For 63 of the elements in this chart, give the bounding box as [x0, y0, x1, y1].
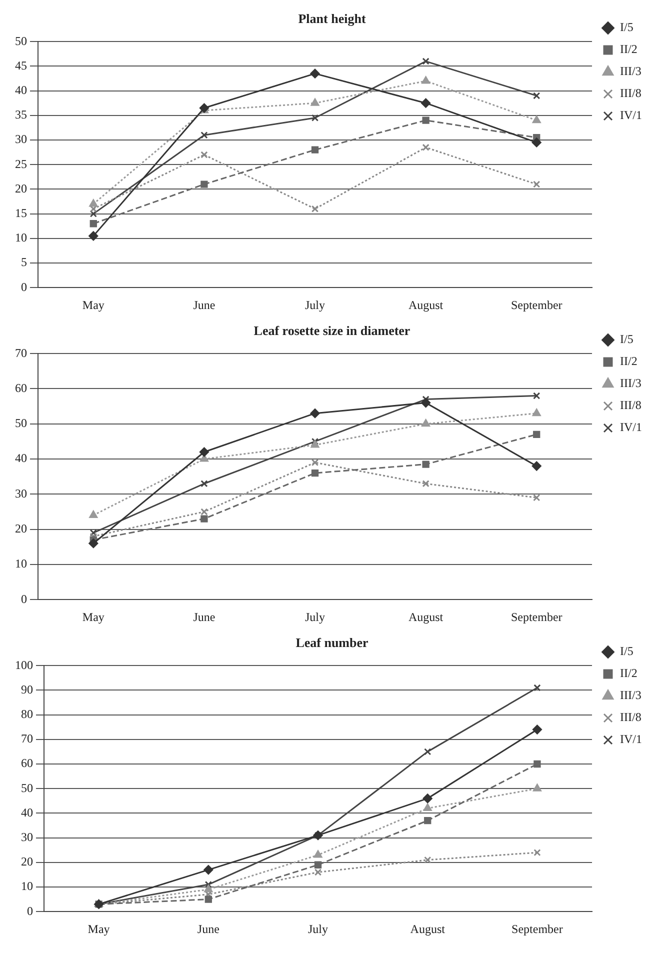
y-tick-label: 60	[21, 756, 33, 770]
chart-title: Leaf rosette size in diameter	[254, 323, 410, 338]
legend-label: III/3	[620, 688, 642, 702]
chart-title: Leaf number	[296, 635, 369, 650]
y-tick-label: 30	[15, 132, 27, 146]
y-tick-label: 40	[21, 805, 33, 820]
y-tick-label: 60	[15, 380, 27, 395]
y-tick-label: 40	[15, 451, 27, 466]
x-tick-label: August	[408, 298, 444, 312]
legend-label: III/3	[620, 64, 642, 78]
y-tick-label: 5	[21, 255, 27, 270]
x-tick-label: July	[308, 922, 328, 936]
y-tick-label: 15	[15, 206, 27, 220]
y-tick-label: 90	[21, 682, 33, 696]
y-tick-label: 20	[15, 181, 27, 196]
x-tick-label: September	[510, 298, 562, 312]
y-tick-label: 35	[15, 108, 27, 122]
x-tick-label: June	[193, 298, 216, 312]
legend-label: II/2	[620, 666, 638, 680]
x-tick-label: July	[304, 610, 326, 624]
legend-label: I/5	[620, 20, 634, 34]
y-tick-label: 45	[15, 58, 27, 72]
y-tick-label: 70	[21, 732, 33, 746]
y-tick-label: 10	[15, 556, 27, 571]
legend-label: IV/1	[620, 108, 642, 122]
y-tick-label: 30	[21, 830, 33, 844]
legend-label: II/2	[620, 42, 638, 56]
y-tick-label: 10	[15, 230, 27, 245]
legend-label: I/5	[620, 644, 634, 658]
y-tick-label: 10	[21, 879, 33, 894]
x-tick-label: August	[410, 922, 446, 936]
y-tick-label: 40	[15, 82, 27, 97]
x-tick-label: June	[197, 922, 220, 936]
y-tick-label: 20	[21, 854, 33, 869]
y-tick-label: 25	[15, 156, 27, 171]
legend-label: II/2	[620, 354, 638, 368]
x-tick-label: August	[408, 610, 444, 624]
x-tick-label: May	[82, 610, 104, 624]
x-tick-label: September	[512, 922, 563, 936]
y-tick-label: 100	[15, 658, 33, 672]
x-tick-label: September	[510, 610, 562, 624]
legend-label: I/5	[620, 332, 634, 346]
legend-label: IV/1	[620, 420, 642, 434]
y-tick-label: 30	[15, 486, 27, 500]
y-tick-label: 70	[15, 346, 27, 360]
legend-label: III/3	[620, 376, 642, 390]
legend-label: III/8	[620, 398, 642, 412]
y-tick-label: 50	[15, 34, 27, 48]
y-tick-label: 0	[21, 280, 27, 294]
y-tick-label: 50	[15, 416, 27, 430]
legend-label: III/8	[620, 710, 642, 724]
y-tick-label: 80	[21, 706, 33, 721]
x-tick-label: May	[82, 298, 104, 312]
legend-label: IV/1	[620, 732, 642, 746]
legend-label: III/8	[620, 86, 642, 100]
x-tick-label: July	[304, 298, 326, 312]
y-tick-label: 0	[27, 904, 33, 918]
chart-title: Plant height	[298, 11, 366, 26]
x-tick-label: May	[88, 922, 110, 936]
y-tick-label: 20	[15, 521, 27, 536]
y-tick-label: 50	[21, 780, 33, 795]
y-tick-label: 0	[21, 592, 27, 606]
x-tick-label: June	[193, 610, 216, 624]
